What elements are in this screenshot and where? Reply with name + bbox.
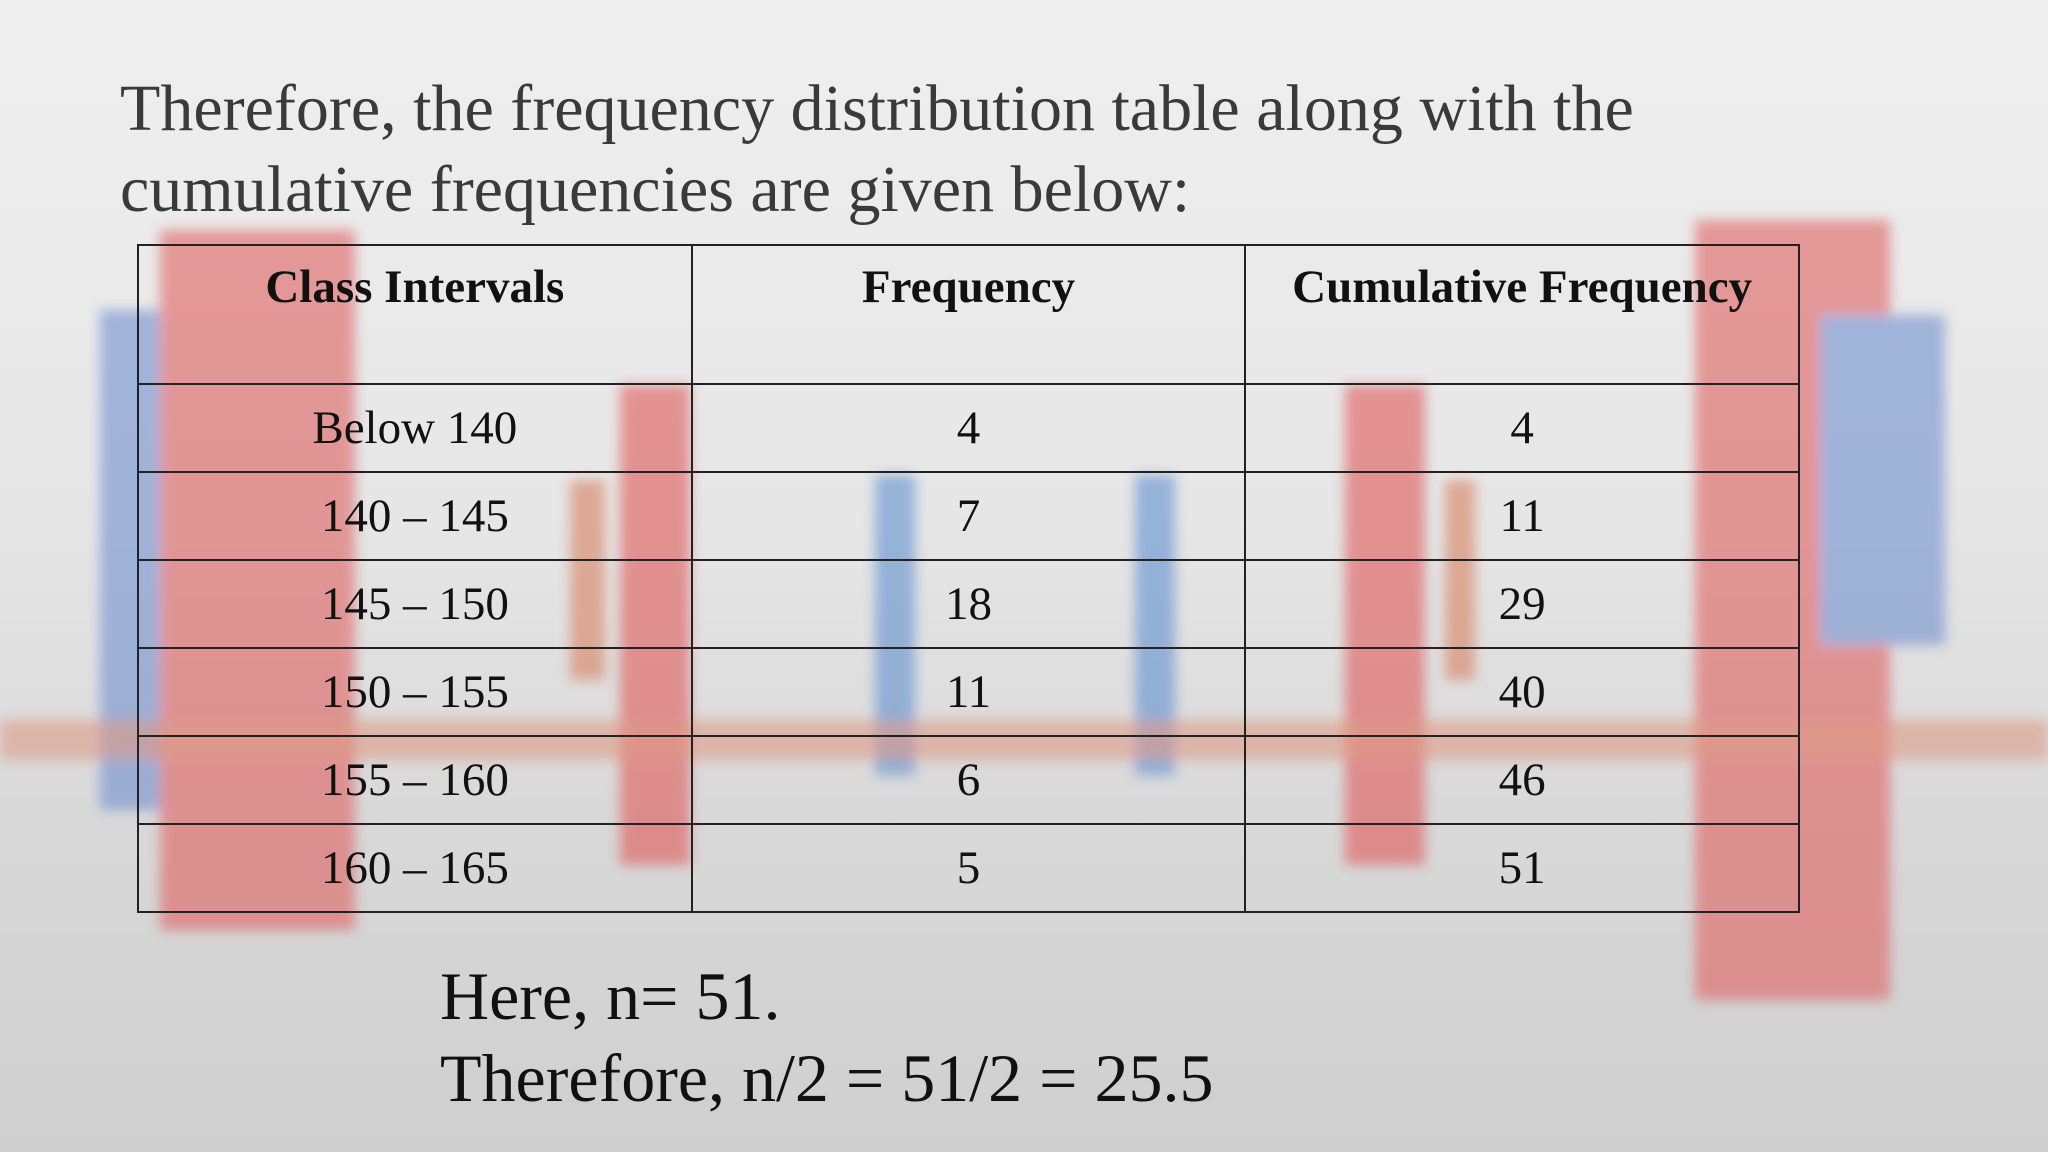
column-header: Class Intervals [137,244,693,385]
heading-line: cumulative frequencies are given below: [120,153,1191,226]
table-body: Below 140 4 4 140 – 145 7 11 145 – 150 18 29 150 … [137,383,1800,913]
table-cell: 4 [690,383,1247,473]
table-row: 150 – 155 11 40 [137,647,1800,737]
heading-line: Therefore, the frequency distribution ta… [120,72,1634,145]
table-cell: 7 [690,471,1247,561]
column-header: Frequency [690,244,1247,385]
table-row: 140 – 145 7 11 [137,471,1800,561]
footer-line: Here, n= 51. [440,958,781,1034]
header-row: Class Intervals Frequency Cumulative Frequ… [137,244,1800,385]
table-cell: 150 – 155 [137,647,693,737]
table-cell: 46 [1244,735,1800,825]
table-row: 160 – 165 5 51 [137,823,1800,913]
table-cell: 155 – 160 [137,735,693,825]
column-header: Cumulative Frequency [1244,244,1800,385]
table-cell: Below 140 [137,383,693,473]
heading: Therefore, the frequency distribution ta… [120,68,1634,230]
table-cell: 6 [690,735,1247,825]
table-cell: 11 [1244,471,1800,561]
table-cell: 11 [690,647,1247,737]
footer-line: Therefore, n/2 = 51/2 = 25.5 [440,1040,1214,1116]
frequency-table: Class Intervals Frequency Cumulative Frequ… [137,244,1800,913]
table-cell: 51 [1244,823,1800,913]
table-cell: 4 [1244,383,1800,473]
table-row: Below 140 4 4 [137,383,1800,473]
table-cell: 5 [690,823,1247,913]
table-cell: 140 – 145 [137,471,693,561]
table-row: 155 – 160 6 46 [137,735,1800,825]
table-row: 145 – 150 18 29 [137,559,1800,649]
table-cell: 18 [690,559,1247,649]
table-cell: 40 [1244,647,1800,737]
footer: Here, n= 51. Therefore, n/2 = 51/2 = 25.… [440,955,1214,1119]
table-cell: 145 – 150 [137,559,693,649]
table-cell: 160 – 165 [137,823,693,913]
table-cell: 29 [1244,559,1800,649]
